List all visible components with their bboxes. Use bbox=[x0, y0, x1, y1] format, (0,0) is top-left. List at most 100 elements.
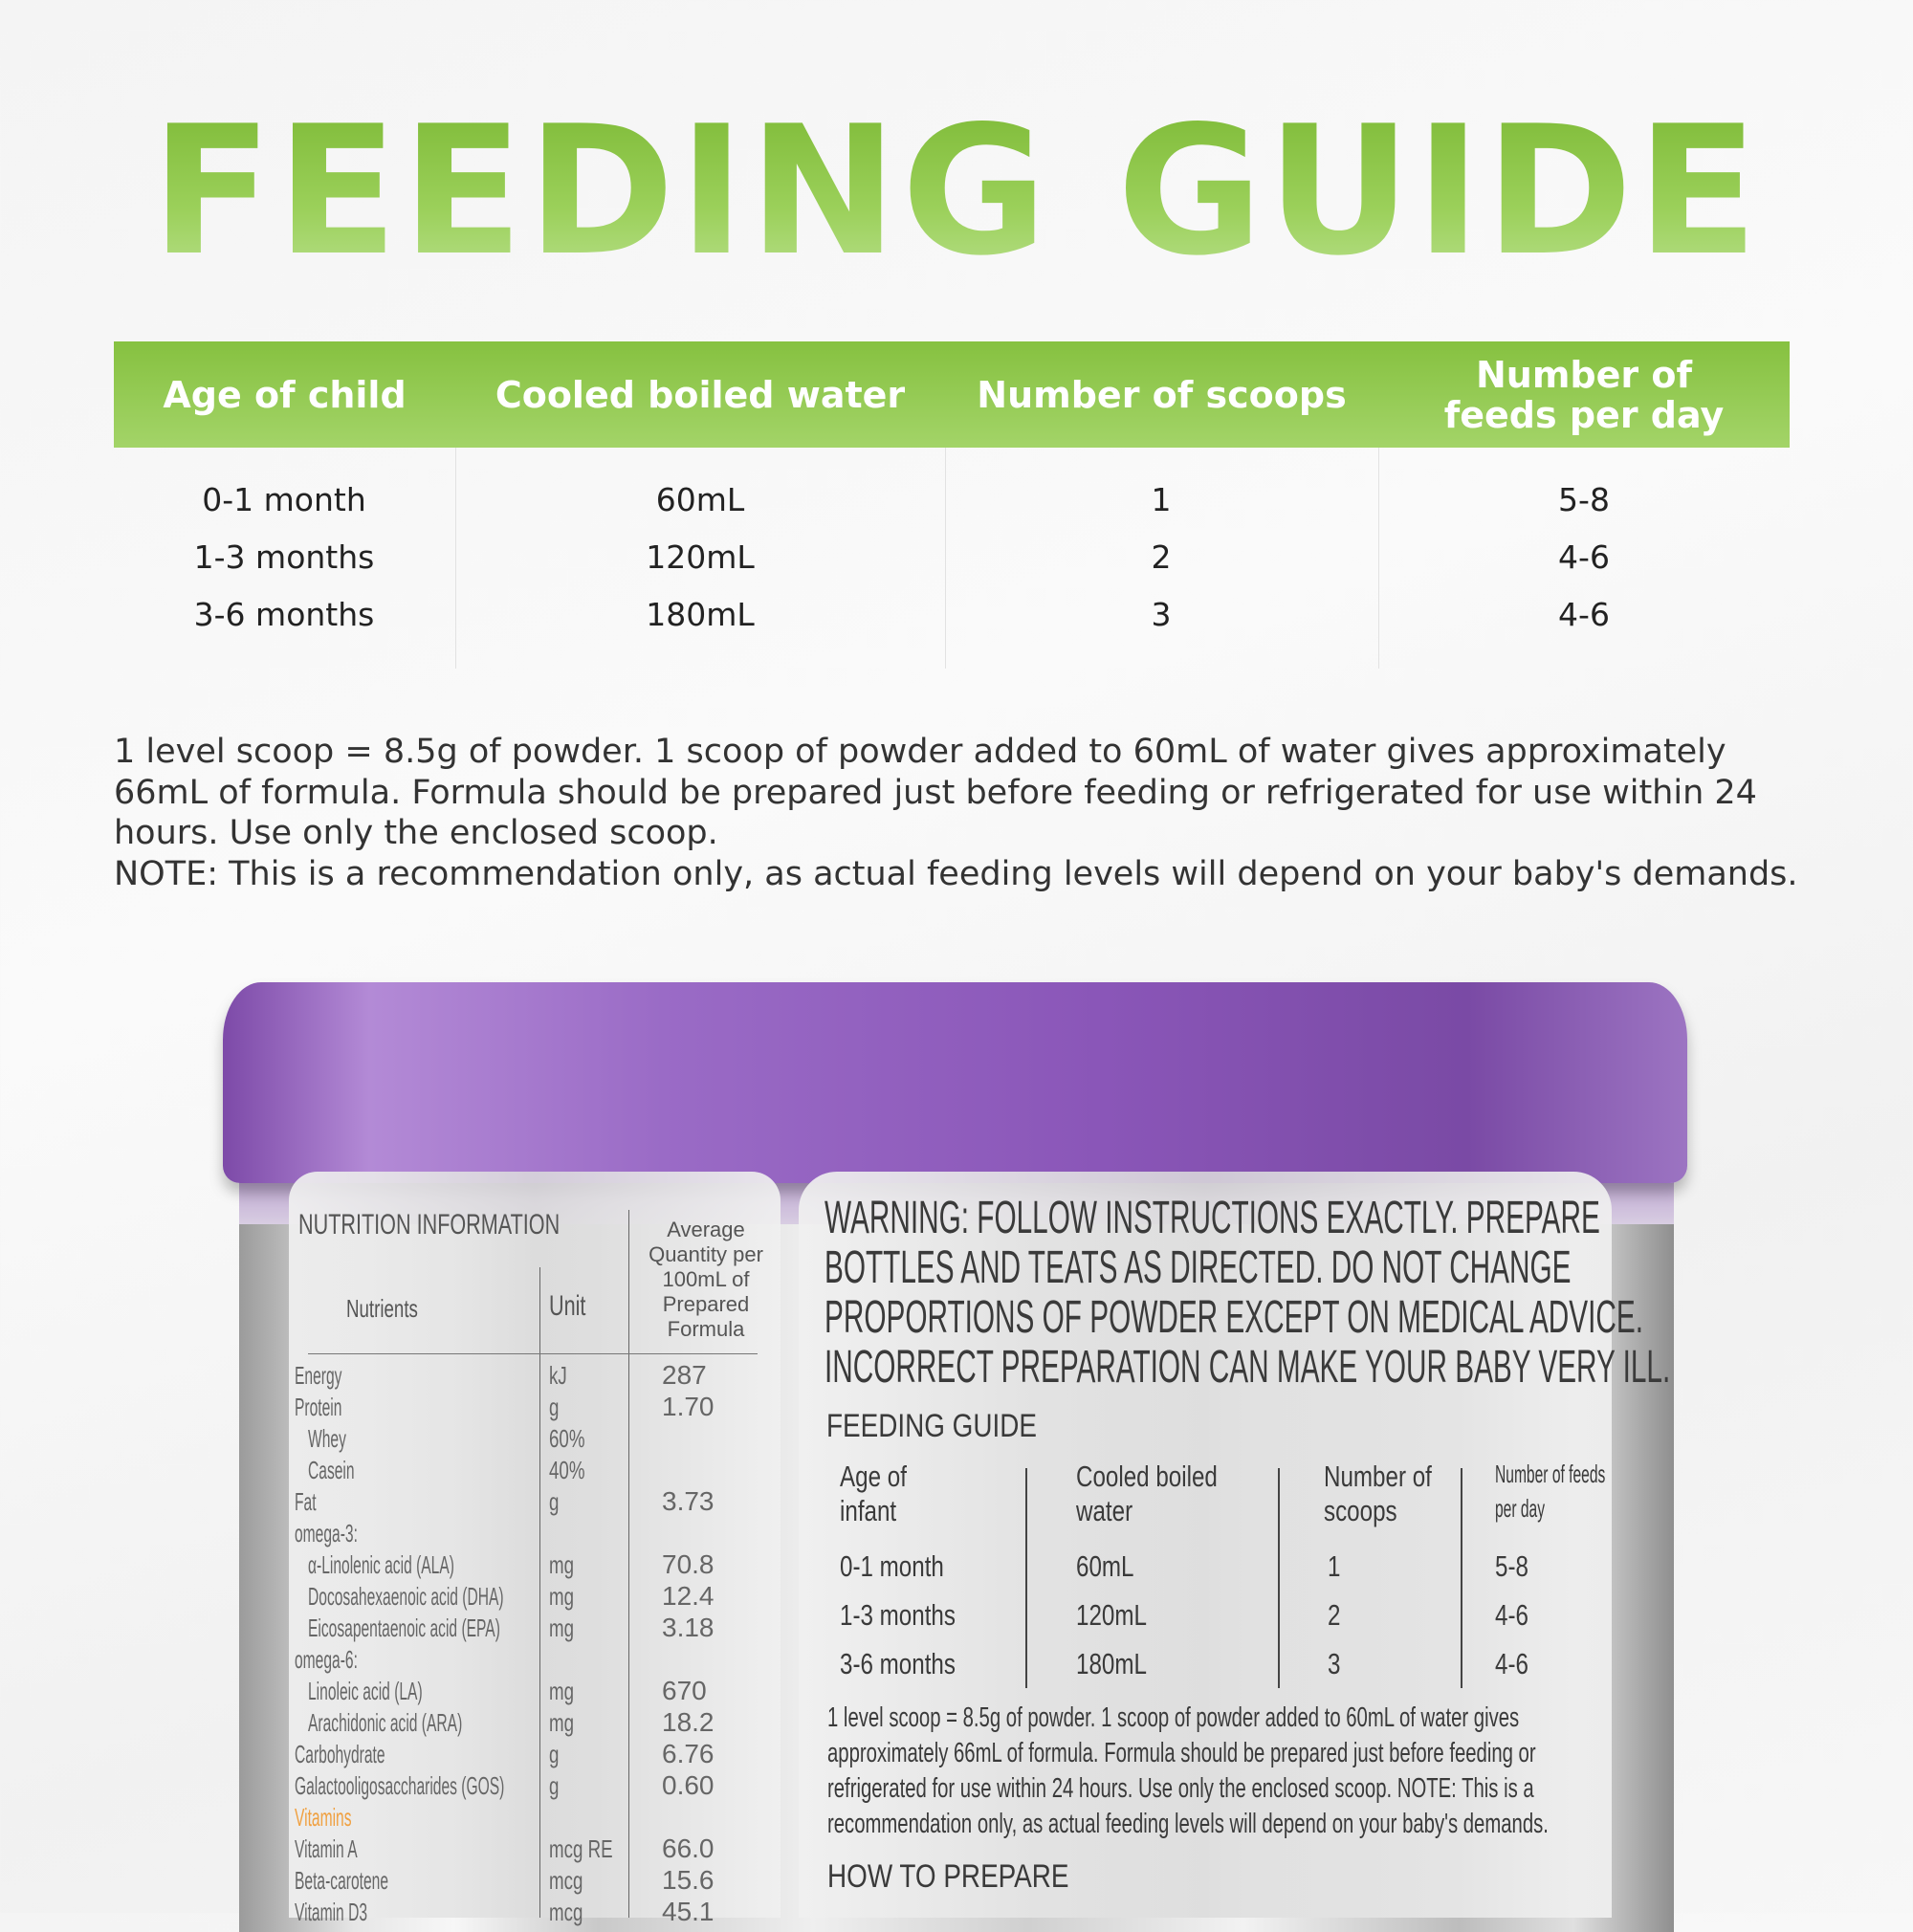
feeding-table: Age of child Cooled boiled water Number … bbox=[114, 341, 1790, 669]
page-title: FEEDING GUIDE bbox=[0, 102, 1913, 280]
nutrition-row: Fat g 3.73 bbox=[289, 1486, 781, 1518]
nutrition-title: NUTRITION INFORMATION bbox=[298, 1209, 561, 1240]
table-cell: 3 bbox=[1151, 596, 1172, 633]
header-feeds: Number of feeds per day bbox=[1378, 341, 1790, 448]
nutrient-unit: 40% bbox=[549, 1456, 585, 1484]
instructions-panel bbox=[799, 1172, 1612, 1918]
divider bbox=[1025, 1468, 1027, 1688]
nutrition-row: Carbohydrate g 6.76 bbox=[289, 1739, 781, 1770]
divider bbox=[1461, 1468, 1462, 1688]
nutrient-name: Energy bbox=[295, 1361, 342, 1390]
nutrition-row: Galactooligosaccharides (GOS) g 0.60 bbox=[289, 1770, 781, 1802]
nutrient-unit: kJ bbox=[549, 1361, 567, 1390]
nutrition-row: omega-3: bbox=[289, 1518, 781, 1549]
nutrient-unit: mg bbox=[549, 1708, 575, 1737]
warning-line: WARNING: FOLLOW INSTRUCTIONS EXACTLY. PR… bbox=[825, 1193, 1600, 1243]
can-feeding-header: Age of bbox=[840, 1460, 907, 1493]
table-cell: 1 bbox=[1151, 481, 1172, 518]
can-feeding-cell: 3 bbox=[1328, 1647, 1341, 1680]
note-text: NOTE: This is a recommendation only, as … bbox=[114, 854, 1798, 893]
nutrient-unit: g bbox=[549, 1393, 560, 1421]
nutrient-unit: mcg RE bbox=[549, 1834, 613, 1863]
can-lid bbox=[223, 982, 1687, 1183]
can-para-line: 1 level scoop = 8.5g of powder. 1 scoop … bbox=[827, 1702, 1520, 1733]
can-feeding-header: Number of bbox=[1324, 1460, 1432, 1493]
nutrition-panel: NUTRITION INFORMATION Nutrients Unit Ave… bbox=[289, 1172, 781, 1926]
warning-line: BOTTLES AND TEATS AS DIRECTED. DO NOT CH… bbox=[825, 1242, 1572, 1293]
divider bbox=[1278, 1468, 1280, 1688]
warning-line: INCORRECT PREPARATION CAN MAKE YOUR BABY… bbox=[825, 1342, 1671, 1393]
nutrient-unit: mg bbox=[549, 1582, 575, 1611]
can-feeding-header: infant bbox=[840, 1494, 897, 1527]
divider bbox=[628, 1210, 629, 1918]
can-feeding-title: FEEDING GUIDE bbox=[826, 1408, 1037, 1444]
can-feeding-cell: 60mL bbox=[1076, 1549, 1134, 1583]
nutrient-name: Galactooligosaccharides (GOS) bbox=[295, 1771, 505, 1800]
nutrition-row: omega-6: bbox=[289, 1644, 781, 1676]
nutrient-value: 66.0 bbox=[662, 1833, 715, 1863]
nutrient-value: 6.76 bbox=[662, 1739, 715, 1768]
nutrition-row: Casein 40% bbox=[289, 1455, 781, 1486]
table-cell: 180mL bbox=[646, 596, 755, 633]
nutrient-value: 3.18 bbox=[662, 1613, 715, 1642]
divider bbox=[539, 1267, 540, 1918]
nutrient-name: Linoleic acid (LA) bbox=[308, 1677, 423, 1705]
nutrient-unit: 60% bbox=[549, 1424, 585, 1453]
nutrient-name: Vitamins bbox=[295, 1803, 352, 1832]
nutrient-value: 3.73 bbox=[662, 1486, 715, 1516]
nutrient-name: Vitamin D3 bbox=[295, 1898, 368, 1926]
nutrition-row: Energy kJ 287 bbox=[289, 1360, 781, 1392]
table-cell: 5-8 bbox=[1558, 481, 1610, 518]
divider bbox=[455, 448, 456, 669]
can-feeding-header: water bbox=[1076, 1494, 1133, 1527]
can-feeding-cell: 1-3 months bbox=[840, 1598, 956, 1632]
nutrient-name: Carbohydrate bbox=[295, 1740, 385, 1768]
divider bbox=[308, 1353, 758, 1354]
nutrition-row: Protein g 1.70 bbox=[289, 1392, 781, 1423]
can-feeding-cell: 3-6 months bbox=[840, 1647, 956, 1680]
header-water: Cooled boiled water bbox=[455, 341, 945, 448]
nutrient-name: Casein bbox=[308, 1456, 355, 1484]
nutrient-unit: g bbox=[549, 1771, 560, 1800]
table-cell: 0-1 month bbox=[202, 481, 366, 518]
nutrient-name: omega-3: bbox=[295, 1519, 358, 1548]
table-cell: 120mL bbox=[646, 538, 755, 576]
can-feeding-cell: 180mL bbox=[1076, 1647, 1147, 1680]
can-para-line: recommendation only, as actual feeding l… bbox=[827, 1809, 1549, 1839]
nutrients-header: Nutrients bbox=[346, 1294, 418, 1323]
divider bbox=[1378, 448, 1379, 669]
nutrient-unit: mcg bbox=[549, 1898, 583, 1926]
can-feeding-cell: 0-1 month bbox=[840, 1549, 944, 1583]
nutrient-name: Fat bbox=[295, 1487, 317, 1516]
can-feeding-cell: 2 bbox=[1328, 1598, 1341, 1632]
can-para-line: approximately 66mL of formula. Formula s… bbox=[827, 1738, 1536, 1768]
nutrition-row: Eicosapentaenoic acid (EPA) mg 3.18 bbox=[289, 1613, 781, 1644]
nutrient-value: 287 bbox=[662, 1360, 707, 1390]
nutrient-name: Whey bbox=[308, 1424, 346, 1453]
nutrition-row: α-Linolenic acid (ALA) mg 70.8 bbox=[289, 1549, 781, 1581]
header-age: Age of child bbox=[114, 341, 455, 448]
nutrient-value: 1.70 bbox=[662, 1392, 715, 1421]
nutrition-row: Beta-carotene mcg 15.6 bbox=[289, 1865, 781, 1897]
warning-line: PROPORTIONS OF POWDER EXCEPT ON MEDICAL … bbox=[825, 1292, 1644, 1343]
can-feeding-header: Cooled boiled bbox=[1076, 1460, 1218, 1493]
nutrient-value: 70.8 bbox=[662, 1549, 715, 1579]
nutrient-unit: g bbox=[549, 1487, 560, 1516]
nutrient-value: 15.6 bbox=[662, 1865, 715, 1895]
instructions: 1 level scoop = 8.5g of powder. 1 scoop … bbox=[114, 732, 1816, 894]
nutrient-unit: mg bbox=[549, 1550, 575, 1579]
can-feeding-cell: 5-8 bbox=[1495, 1549, 1528, 1583]
nutrient-value: 45.1 bbox=[662, 1897, 715, 1926]
can-feeding-cell: 4-6 bbox=[1495, 1598, 1528, 1632]
can-para-line: refrigerated for use within 24 hours. Us… bbox=[827, 1773, 1534, 1804]
nutrition-row: Whey 60% bbox=[289, 1423, 781, 1455]
nutrient-name: Beta-carotene bbox=[295, 1866, 388, 1895]
nutrient-unit: mcg bbox=[549, 1866, 583, 1895]
table-cell: 3-6 months bbox=[193, 596, 375, 633]
nutrient-name: Arachidonic acid (ARA) bbox=[308, 1708, 463, 1737]
nutrient-unit: mg bbox=[549, 1614, 575, 1642]
nutrition-row: Arachidonic acid (ARA) mg 18.2 bbox=[289, 1707, 781, 1739]
table-cell: 1-3 months bbox=[193, 538, 375, 576]
nutrient-name: Docosahexaenoic acid (DHA) bbox=[308, 1582, 504, 1611]
nutrient-name: Vitamin A bbox=[295, 1834, 358, 1863]
